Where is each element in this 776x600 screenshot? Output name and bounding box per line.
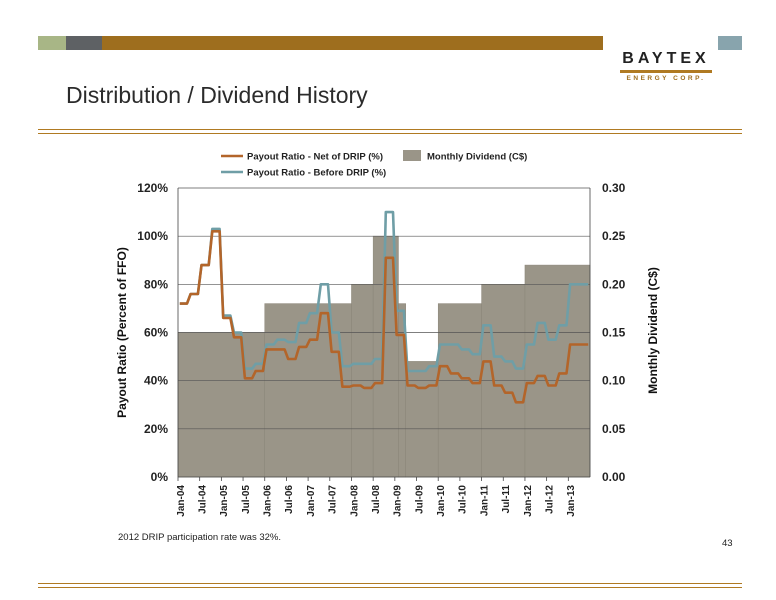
dividend-bar — [524, 264, 591, 478]
dividend-bar — [437, 303, 482, 478]
x-tick-label: Jan-09 — [393, 485, 404, 517]
y-tick-label: 60% — [144, 326, 168, 340]
x-tick-label: Jan-05 — [219, 485, 230, 517]
y-tick-label: 0% — [151, 470, 169, 484]
series-line-net-of-drip — [179, 230, 589, 404]
dividend-bar — [264, 303, 352, 478]
baytex-logo: BAYTEX ENERGY CORP. — [612, 46, 720, 90]
x-tick-label: Jul-10 — [458, 485, 469, 514]
legend-swatch-dividend — [403, 150, 421, 161]
header-bar-gold-segment — [102, 36, 603, 50]
logo-rule — [620, 70, 712, 73]
y-tick-label: 120% — [137, 181, 168, 195]
y-tick-label: 40% — [144, 374, 168, 388]
series-line-before-drip — [179, 210, 589, 373]
legend-label-dividend: Monthly Dividend (C$) — [427, 152, 527, 163]
x-tick-label: Jul-04 — [197, 485, 208, 514]
footer-divider — [38, 583, 742, 588]
page-number: 43 — [722, 538, 733, 549]
x-tick-label: Jul-05 — [241, 485, 252, 514]
y2-tick-label: 0.25 — [602, 229, 626, 243]
chart-legend: Payout Ratio - Net of DRIP (%) Monthly Di… — [221, 150, 527, 179]
x-tick-label: Jan-13 — [566, 485, 577, 517]
x-tick-label: Jan-12 — [523, 485, 534, 517]
x-tick-label: Jan-11 — [479, 485, 490, 517]
legend-label-net-of-drip: Payout Ratio - Net of DRIP (%) — [247, 152, 383, 163]
y-tick-label: 100% — [137, 229, 168, 243]
y2-tick-label: 0.10 — [602, 374, 626, 388]
y2-tick-label: 0.15 — [602, 326, 626, 340]
y-axis-label: Payout Ratio (Percent of FFO) — [115, 247, 129, 418]
header-bar-blue-segment — [718, 36, 742, 50]
y2-tick-label: 0.00 — [602, 470, 626, 484]
y2-axis-label: Monthly Dividend (C$) — [646, 267, 660, 394]
dividend-bar — [405, 361, 439, 478]
y-tick-label: 80% — [144, 277, 168, 291]
x-tick-label: Jul-08 — [371, 485, 382, 514]
y2-tick-label: 0.30 — [602, 181, 626, 195]
x-tick-label: Jul-11 — [501, 485, 512, 514]
x-tick-label: Jul-12 — [544, 485, 555, 514]
logo-subtitle: ENERGY CORP. — [626, 75, 706, 82]
y-tick-label: 20% — [144, 422, 168, 436]
header-bar-gray-segment — [66, 36, 102, 50]
payout-lines-layer — [179, 210, 589, 404]
header-color-bar — [38, 36, 603, 50]
x-tick-label: Jan-08 — [349, 485, 360, 517]
page-title: Distribution / Dividend History — [66, 82, 368, 108]
x-tick-label: Jul-09 — [414, 485, 425, 514]
x-tick-label: Jan-04 — [176, 485, 187, 517]
axes-layer: 0% 0.00 20% 0.05 40% 0.10 60% 0.15 80% 0.20 100% 0.… — [115, 181, 660, 517]
x-tick-label: Jul-07 — [328, 485, 339, 514]
y2-tick-label: 0.05 — [602, 422, 626, 436]
title-divider — [38, 129, 742, 134]
x-tick-label: Jan-06 — [263, 485, 274, 517]
dividend-bar — [177, 332, 265, 478]
logo-wordmark: BAYTEX — [622, 50, 710, 67]
x-tick-label: Jan-07 — [306, 485, 317, 517]
header-bar-green-segment — [38, 36, 66, 50]
x-tick-label: Jan-10 — [436, 485, 447, 517]
drip-footnote: 2012 DRIP participation rate was 32%. — [118, 532, 281, 543]
legend-label-before-drip: Payout Ratio - Before DRIP (%) — [247, 168, 386, 179]
y2-tick-label: 0.20 — [602, 277, 626, 291]
x-tick-label: Jul-06 — [284, 485, 295, 514]
